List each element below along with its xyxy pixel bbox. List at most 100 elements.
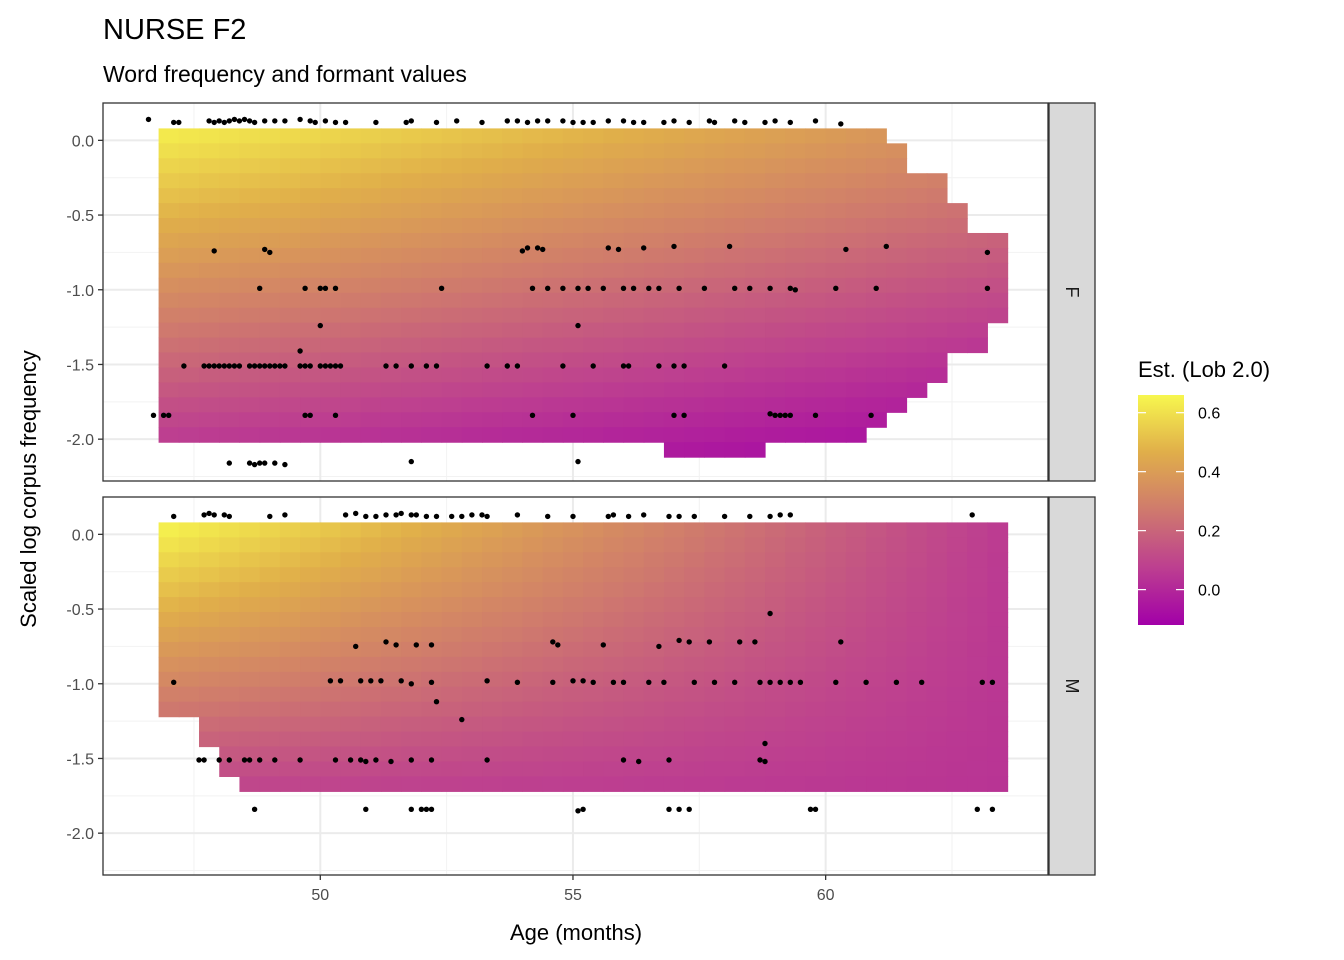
heatmap-tile <box>704 188 726 204</box>
heatmap-tile <box>825 218 847 234</box>
heatmap-tile <box>744 701 766 718</box>
heatmap-tile <box>765 731 786 748</box>
heatmap-tile <box>704 656 726 673</box>
heatmap-tile <box>583 626 604 643</box>
heatmap-tile <box>623 173 645 189</box>
heatmap-tile <box>603 567 625 583</box>
data-point <box>363 806 369 812</box>
heatmap-tile <box>805 337 827 354</box>
heatmap-tile <box>623 322 645 339</box>
heatmap-tile <box>603 626 625 643</box>
data-point <box>777 679 783 685</box>
heatmap-tile <box>704 626 726 643</box>
data-point <box>575 285 581 291</box>
heatmap-tile <box>522 716 544 733</box>
heatmap-tile <box>178 671 200 688</box>
heatmap-tile <box>542 218 564 234</box>
data-point <box>757 757 763 763</box>
heatmap-tile <box>583 352 604 369</box>
data-point <box>262 246 268 253</box>
heatmap-tile <box>482 337 503 354</box>
heatmap-tile <box>441 337 463 354</box>
heatmap-tile <box>603 412 625 428</box>
heatmap-tile <box>239 427 261 443</box>
heatmap-tile <box>825 626 847 643</box>
heatmap-tile <box>704 337 726 354</box>
heatmap-tile <box>158 656 180 673</box>
heatmap-tile <box>482 218 503 234</box>
data-point <box>504 363 510 369</box>
heatmap-tile <box>380 307 402 324</box>
heatmap-tile <box>845 128 867 144</box>
heatmap-tile <box>482 412 503 428</box>
data-point <box>620 363 627 369</box>
data-point <box>231 363 238 369</box>
heatmap-tile <box>279 522 301 538</box>
heatmap-tile <box>158 188 180 204</box>
heatmap-tile <box>704 522 726 538</box>
heatmap-tile <box>421 567 443 583</box>
heatmap-tile <box>926 612 948 628</box>
heatmap-tile <box>441 188 463 204</box>
heatmap-tile <box>663 552 685 568</box>
heatmap-tile <box>866 143 887 159</box>
heatmap-tile <box>744 597 766 613</box>
data-point <box>540 246 546 253</box>
heatmap-tile <box>744 716 766 733</box>
heatmap-tile <box>724 641 746 658</box>
heatmap-tile <box>320 427 342 443</box>
heatmap-tile <box>461 582 483 598</box>
heatmap-tile <box>886 716 908 733</box>
data-point <box>757 679 763 685</box>
heatmap-tile <box>562 128 584 144</box>
heatmap-tile <box>623 761 645 777</box>
heatmap-tile <box>502 218 524 234</box>
heatmap-tile <box>320 382 342 398</box>
data-point <box>873 285 879 291</box>
heatmap-tile <box>461 262 483 279</box>
heatmap-tile <box>380 367 402 383</box>
heatmap-tile <box>401 352 422 369</box>
heatmap-tile <box>785 641 807 658</box>
heatmap-tile <box>239 143 261 159</box>
heatmap-tile <box>360 173 382 189</box>
heatmap-tile <box>279 641 301 658</box>
data-point <box>575 322 581 329</box>
heatmap-tile <box>320 218 342 234</box>
heatmap-tile <box>562 656 584 673</box>
heatmap-tile <box>805 128 827 144</box>
heatmap-tile <box>158 397 180 413</box>
heatmap-tile <box>845 522 867 538</box>
data-point <box>257 285 263 291</box>
data-point <box>686 639 692 645</box>
heatmap-tile <box>502 656 524 673</box>
heatmap-tile <box>482 582 503 598</box>
heatmap-tile <box>239 203 261 219</box>
heatmap-tile <box>421 582 443 598</box>
data-point <box>676 285 682 291</box>
data-point <box>181 363 187 369</box>
heatmap-tile <box>744 218 766 234</box>
heatmap-tile <box>360 761 382 777</box>
data-point <box>216 118 222 124</box>
heatmap-tile <box>684 292 705 309</box>
heatmap-tile <box>300 701 321 718</box>
heatmap-tile <box>724 158 746 174</box>
heatmap-tile <box>805 307 827 324</box>
heatmap-tile <box>441 262 463 279</box>
heatmap-tile <box>825 597 847 613</box>
heatmap-tile <box>239 686 261 703</box>
heatmap-tile <box>441 597 463 613</box>
heatmap-tile <box>461 397 483 413</box>
heatmap-tile <box>421 537 443 553</box>
y-tick-label: -0.5 <box>66 602 94 619</box>
heatmap-tile <box>441 382 463 398</box>
data-point <box>676 806 682 812</box>
heatmap-tile <box>542 188 564 204</box>
heatmap-tile <box>259 128 281 144</box>
heatmap-tile <box>663 731 685 748</box>
heatmap-tile <box>421 641 443 658</box>
heatmap-tile <box>320 776 342 792</box>
heatmap-tile <box>926 322 948 339</box>
heatmap-tile <box>845 218 867 234</box>
